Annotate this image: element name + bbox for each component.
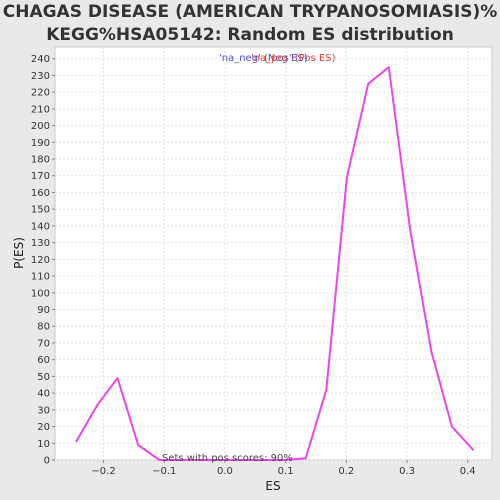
y-tick-label: 220 bbox=[31, 88, 50, 99]
data-point bbox=[220, 459, 223, 461]
y-axis-ticks: 0 10 20 30 40 50 60 70 80 90 100 110 120 130 140 150 160… bbox=[31, 54, 55, 467]
y-tick-label: 80 bbox=[37, 322, 50, 333]
y-tick-label: 0 bbox=[44, 456, 50, 467]
x-tick-label: 0.1 bbox=[278, 466, 294, 477]
y-tick-label: 190 bbox=[31, 138, 50, 149]
y-tick-label: 140 bbox=[31, 221, 50, 232]
y-tick-label: 210 bbox=[31, 104, 50, 115]
series-line bbox=[75, 66, 474, 461]
data-point bbox=[346, 176, 348, 179]
data-point bbox=[451, 425, 453, 428]
data-point bbox=[241, 459, 243, 461]
data-point bbox=[409, 228, 411, 231]
chart-title-line1: CHAGAS DISEASE (AMERICAN TRYPANOSOMIASIS… bbox=[3, 2, 498, 22]
x-tick-label: 0.0 bbox=[217, 466, 233, 477]
y-tick-label: 30 bbox=[37, 405, 50, 416]
y-axis-label: P(ES) bbox=[12, 237, 26, 269]
y-tick-label: 50 bbox=[37, 372, 50, 383]
plot-area bbox=[54, 46, 493, 461]
x-tick-label: 0.2 bbox=[338, 466, 354, 477]
y-tick-label: 130 bbox=[31, 238, 50, 249]
x-axis-label: ES bbox=[265, 479, 280, 493]
data-point bbox=[430, 350, 433, 353]
y-tick-label: 70 bbox=[37, 338, 50, 349]
data-point bbox=[388, 66, 390, 68]
x-tick-label: −0.1 bbox=[152, 466, 176, 477]
data-point bbox=[367, 82, 369, 85]
series-group bbox=[75, 66, 474, 461]
data-point bbox=[75, 440, 78, 443]
grid-lines bbox=[55, 47, 492, 461]
data-point bbox=[304, 457, 307, 460]
chart-title-line2: KEGG%HSA05142: Random ES distribution bbox=[46, 25, 454, 45]
y-tick-label: 160 bbox=[31, 188, 50, 199]
y-tick-label: 240 bbox=[31, 54, 50, 65]
y-tick-label: 170 bbox=[31, 171, 50, 182]
data-point bbox=[158, 459, 161, 461]
data-point bbox=[283, 459, 286, 461]
y-tick-label: 40 bbox=[37, 389, 50, 400]
y-tick-label: 60 bbox=[37, 355, 50, 366]
data-point bbox=[137, 444, 139, 446]
y-tick-label: 180 bbox=[31, 155, 50, 166]
y-tick-label: 200 bbox=[31, 121, 50, 132]
data-point bbox=[199, 459, 202, 461]
data-point bbox=[325, 388, 328, 391]
legend-entry-pos: 'na_pos' (Pos ES) bbox=[251, 53, 336, 64]
data-point bbox=[178, 459, 181, 461]
y-tick-label: 20 bbox=[37, 422, 50, 433]
y-tick-label: 110 bbox=[31, 272, 50, 283]
data-point bbox=[472, 449, 474, 451]
y-tick-label: 230 bbox=[31, 71, 50, 82]
data-point bbox=[96, 404, 99, 406]
y-tick-label: 10 bbox=[37, 439, 50, 450]
pos-scores-annotation: Sets with pos scores: 90% bbox=[162, 453, 293, 464]
x-tick-label: 0.3 bbox=[399, 466, 415, 477]
data-point bbox=[116, 377, 119, 379]
x-tick-label: −0.2 bbox=[91, 466, 115, 477]
y-tick-label: 90 bbox=[37, 305, 50, 316]
y-tick-label: 100 bbox=[31, 288, 50, 299]
x-tick-label: 0.4 bbox=[460, 466, 476, 477]
legend-entry-neg: 'na_neg' (Neg ES) bbox=[219, 53, 308, 64]
data-point bbox=[262, 459, 264, 461]
y-tick-label: 120 bbox=[31, 255, 50, 266]
y-tick-label: 150 bbox=[31, 205, 50, 216]
x-axis-ticks: −0.2 −0.1 0.0 0.1 0.2 0.3 0.4 bbox=[91, 460, 476, 477]
